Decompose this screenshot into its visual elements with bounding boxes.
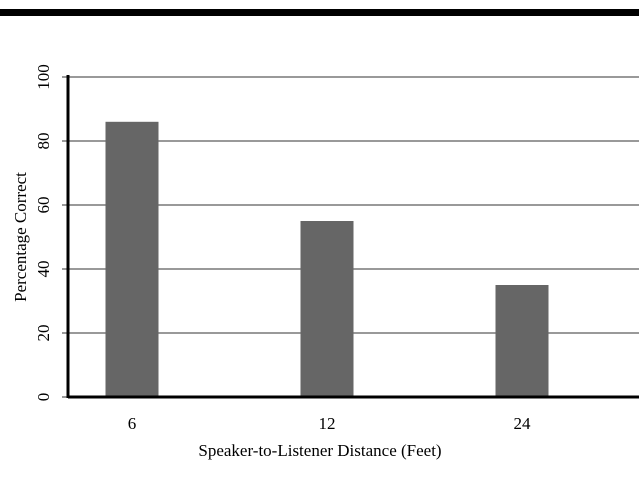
bar (300, 221, 354, 397)
y-tick-label: 80 (34, 133, 53, 150)
x-tick-label: 6 (128, 414, 137, 433)
bar (495, 285, 549, 397)
y-tick-label: 60 (34, 197, 53, 214)
top-rule (0, 9, 639, 16)
y-tick-label: 0 (34, 393, 53, 402)
x-tick-label: 12 (319, 414, 336, 433)
y-axis-label: Percentage Correct (11, 172, 30, 302)
y-tick-label: 100 (34, 64, 53, 90)
y-tick-label: 20 (34, 325, 53, 342)
x-tick-label: 24 (514, 414, 532, 433)
y-tick-label: 40 (34, 261, 53, 278)
bar (105, 121, 159, 398)
x-axis-label: Speaker-to-Listener Distance (Feet) (198, 441, 441, 460)
